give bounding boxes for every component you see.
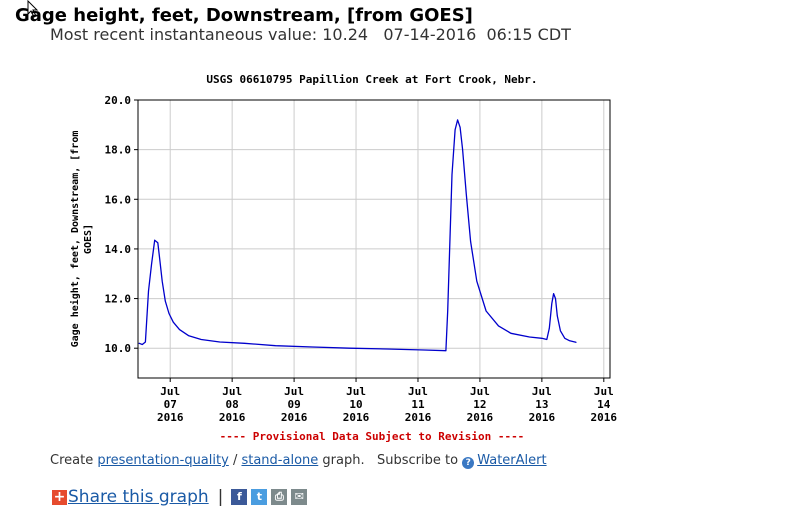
chart-grid	[138, 99, 610, 378]
y-axis-label-line: GOES]	[83, 224, 94, 254]
chart-title: USGS 06610795 Papillion Creek at Fort Cr…	[206, 73, 537, 86]
x-tick-label: 2016	[343, 411, 370, 424]
x-tick-label: 10	[349, 398, 362, 411]
x-tick-label: Jul	[532, 385, 552, 398]
plot-frame	[137, 99, 611, 379]
x-tick-label: 2016	[467, 411, 494, 424]
y-tick-label: 10.0	[105, 342, 132, 355]
graph-label: graph.	[322, 453, 365, 468]
page-title: Gage height, feet, Downstream, [from GOE…	[15, 5, 473, 26]
x-axis: Jul072016Jul082016Jul092016Jul102016Jul1…	[157, 378, 617, 424]
share-plus-icon[interactable]: +	[52, 488, 67, 505]
recent-date: 07-14-2016	[383, 25, 477, 44]
x-tick-label: Jul	[284, 385, 304, 398]
stand-alone-link[interactable]: stand-alone	[241, 453, 319, 468]
print-icon[interactable]: ⎙	[271, 489, 288, 505]
x-tick-label: Jul	[594, 385, 614, 398]
x-tick-label: 2016	[591, 411, 618, 424]
gage-height-chart: USGS 06610795 Papillion Creek at Fort Cr…	[69, 73, 617, 443]
x-tick-label: Jul	[470, 385, 490, 398]
share-row: + Share this graph | f t ⎙ ✉	[52, 486, 311, 508]
x-tick-label: Jul	[346, 385, 366, 398]
x-tick-label: 2016	[529, 411, 556, 424]
x-tick-label: 2016	[157, 411, 184, 424]
share-graph-link[interactable]: Share this graph	[68, 487, 209, 507]
x-tick-label: Jul	[408, 385, 428, 398]
x-tick-label: 08	[226, 398, 239, 411]
x-tick-label: 2016	[219, 411, 246, 424]
recent-value-label: Most recent instantaneous value:	[50, 25, 318, 44]
subscribe-label: Subscribe to	[377, 453, 459, 468]
x-tick-label: 12	[473, 398, 486, 411]
create-label: Create	[50, 453, 94, 468]
twitter-icon[interactable]: t	[251, 489, 268, 505]
y-axis-label: Gage height, feet, Downstream, [from GOES…	[69, 131, 94, 348]
x-tick-label: Jul	[160, 385, 180, 398]
recent-value-line: Most recent instantaneous value: 10.24 0…	[50, 25, 571, 44]
x-tick-label: 09	[287, 398, 300, 411]
y-tick-label: 20.0	[105, 94, 132, 107]
graph-links-line: Create presentation-quality / stand-alon…	[50, 453, 547, 469]
share-separator: |	[217, 487, 224, 507]
x-tick-label: Jul	[222, 385, 242, 398]
y-tick-label: 18.0	[105, 144, 132, 157]
chart-series	[138, 119, 577, 352]
facebook-icon[interactable]: f	[231, 489, 248, 505]
help-icon[interactable]: ?	[462, 457, 475, 469]
wateralert-link[interactable]: WaterAlert	[477, 453, 547, 468]
y-tick-label: 16.0	[105, 193, 132, 206]
y-axis: 20.0 18.0 16.0 14.0 12.0 10.0	[105, 94, 138, 355]
x-tick-label: 07	[164, 398, 177, 411]
x-tick-label: 13	[535, 398, 548, 411]
email-icon[interactable]: ✉	[291, 489, 308, 505]
x-tick-label: 11	[411, 398, 425, 411]
x-tick-label: 14	[597, 398, 611, 411]
recent-time: 06:15 CDT	[486, 25, 571, 44]
series-line	[138, 119, 577, 352]
y-axis-label-line: Gage height, feet, Downstream, [from	[69, 131, 81, 348]
mouse-cursor-icon	[27, 0, 39, 18]
recent-value: 10.24	[322, 25, 369, 44]
slash: /	[232, 453, 238, 468]
y-tick-label: 14.0	[105, 243, 132, 256]
y-tick-label: 12.0	[105, 293, 132, 306]
presentation-quality-link[interactable]: presentation-quality	[97, 453, 229, 468]
x-tick-label: 2016	[405, 411, 432, 424]
x-tick-label: 2016	[281, 411, 308, 424]
provisional-note: ---- Provisional Data Subject to Revisio…	[220, 430, 525, 443]
